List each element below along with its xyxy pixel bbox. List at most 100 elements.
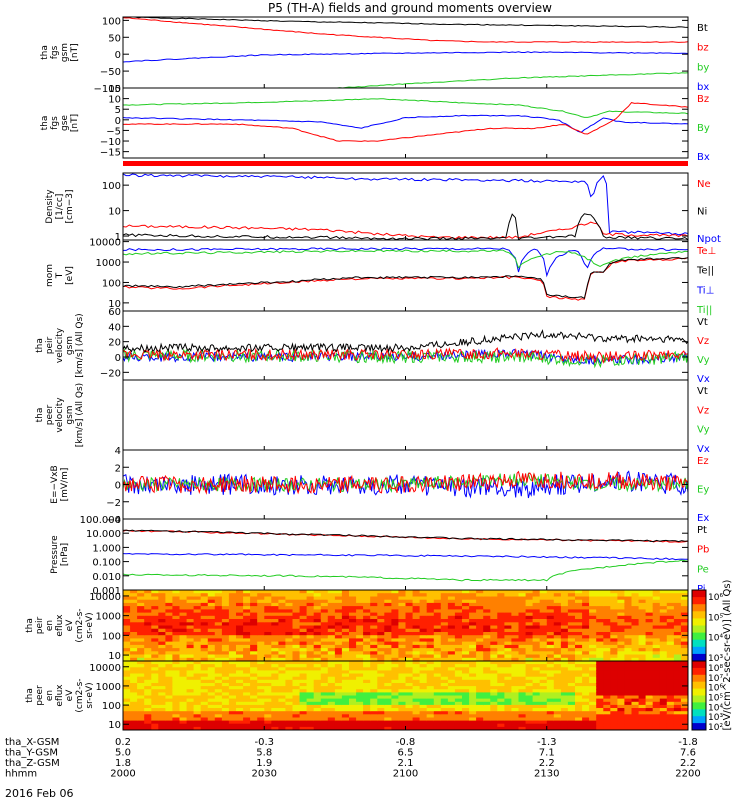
heatmap-cell	[575, 606, 583, 610]
heatmap-cell	[659, 619, 668, 623]
heatmap-cell	[433, 619, 442, 623]
heatmap-cell	[320, 664, 329, 668]
heatmap-cell	[575, 683, 583, 687]
heatmap-cell	[518, 676, 527, 681]
heatmap-cell	[525, 638, 534, 643]
heatmap-cell	[426, 615, 435, 620]
heatmap-cell	[221, 648, 230, 652]
heatmap-cell	[525, 686, 534, 690]
heatmap-cell	[123, 673, 131, 678]
heatmap-cell	[504, 657, 513, 661]
heatmap-cell	[666, 619, 675, 623]
heatmap-cell	[327, 602, 336, 607]
heatmap-cell	[476, 609, 484, 614]
heatmap-cell	[363, 625, 371, 630]
heatmap-cell	[469, 644, 477, 649]
heatmap-cell	[151, 673, 159, 678]
heatmap-cell	[469, 615, 477, 620]
heatmap-cell	[158, 635, 166, 639]
heatmap-cell	[567, 664, 576, 668]
heatmap-cell	[200, 615, 209, 620]
heatmap-cell	[610, 704, 618, 709]
heatmap-cell	[638, 654, 647, 659]
heatmap-cell	[306, 673, 315, 678]
heatmap-cell	[532, 676, 541, 681]
heatmap-cell	[285, 689, 294, 693]
heatmap-cell	[313, 726, 322, 730]
heatmap-cell	[243, 657, 251, 661]
heatmap-cell	[264, 714, 272, 718]
heatmap-cell	[313, 632, 322, 636]
heatmap-cell	[426, 664, 435, 668]
heatmap-cell	[377, 648, 385, 652]
heatmap-cell	[405, 670, 414, 675]
heatmap-cell	[384, 720, 392, 725]
heatmap-cell	[525, 602, 534, 607]
heatmap-cell	[638, 723, 647, 728]
heatmap-cell	[426, 686, 435, 690]
heatmap-cell	[454, 673, 463, 678]
heatmap-cell	[299, 641, 308, 646]
heatmap-cell	[243, 609, 251, 614]
heatmap-cell	[666, 698, 675, 703]
heatmap-cell	[631, 625, 640, 630]
heatmap-cell	[363, 704, 371, 709]
heatmap-cell	[476, 635, 484, 639]
heatmap-cell	[659, 676, 668, 681]
heatmap-cell	[257, 698, 265, 703]
heatmap-cell	[313, 679, 322, 684]
heatmap-cell	[221, 720, 230, 725]
heatmap-cell	[680, 723, 688, 728]
heatmap-cell	[363, 615, 371, 620]
heatmap-cell	[462, 679, 470, 684]
heatmap-cell	[553, 711, 562, 715]
heatmap-cell	[306, 670, 315, 675]
heatmap-cell	[419, 695, 428, 700]
heatmap-cell	[137, 622, 145, 627]
heatmap-cell	[582, 593, 590, 597]
heatmap-cell	[299, 720, 308, 725]
heatmap-cell	[412, 625, 421, 630]
heatmap-cell	[151, 590, 159, 594]
heatmap-cell	[292, 593, 301, 597]
heatmap-cell	[603, 714, 611, 718]
heatmap-cell	[193, 657, 202, 661]
heatmap-cell	[214, 689, 223, 693]
heatmap-cell	[426, 628, 435, 633]
heatmap-cell	[123, 593, 131, 597]
heatmap-cell	[532, 679, 541, 684]
heatmap-cell	[257, 723, 265, 728]
heatmap-cell	[659, 622, 668, 627]
heatmap-cell	[341, 651, 350, 656]
heatmap-cell	[179, 609, 188, 614]
heatmap-cell	[666, 683, 675, 687]
heatmap-cell	[356, 708, 364, 712]
heatmap-cell	[299, 612, 308, 617]
heatmap-cell	[356, 686, 364, 690]
heatmap-cell	[447, 622, 456, 627]
heatmap-cell	[638, 720, 647, 725]
heatmap-cell	[673, 612, 682, 617]
heatmap-cell	[652, 593, 661, 597]
legend-Ex: Ex	[697, 513, 709, 524]
heatmap-cell	[292, 698, 301, 703]
heatmap-cell	[497, 654, 505, 659]
heatmap-cell	[320, 654, 329, 659]
heatmap-cell	[483, 679, 491, 684]
heatmap-cell	[200, 619, 209, 623]
heatmap-cell	[221, 670, 230, 675]
heatmap-cell	[462, 593, 470, 597]
heatmap-cell	[391, 648, 400, 652]
heatmap-cell	[221, 632, 230, 636]
heatmap-cell	[158, 590, 166, 594]
heatmap-cell	[673, 717, 682, 722]
heatmap-cell	[257, 654, 265, 659]
quality-flag-bar	[123, 161, 688, 166]
heatmap-cell	[278, 648, 287, 652]
heatmap-cell	[589, 625, 597, 630]
heatmap-cell	[617, 689, 626, 693]
heatmap-cell	[419, 698, 428, 703]
heatmap-cell	[469, 632, 477, 636]
heatmap-cell	[151, 667, 159, 671]
heatmap-cell	[638, 590, 647, 594]
